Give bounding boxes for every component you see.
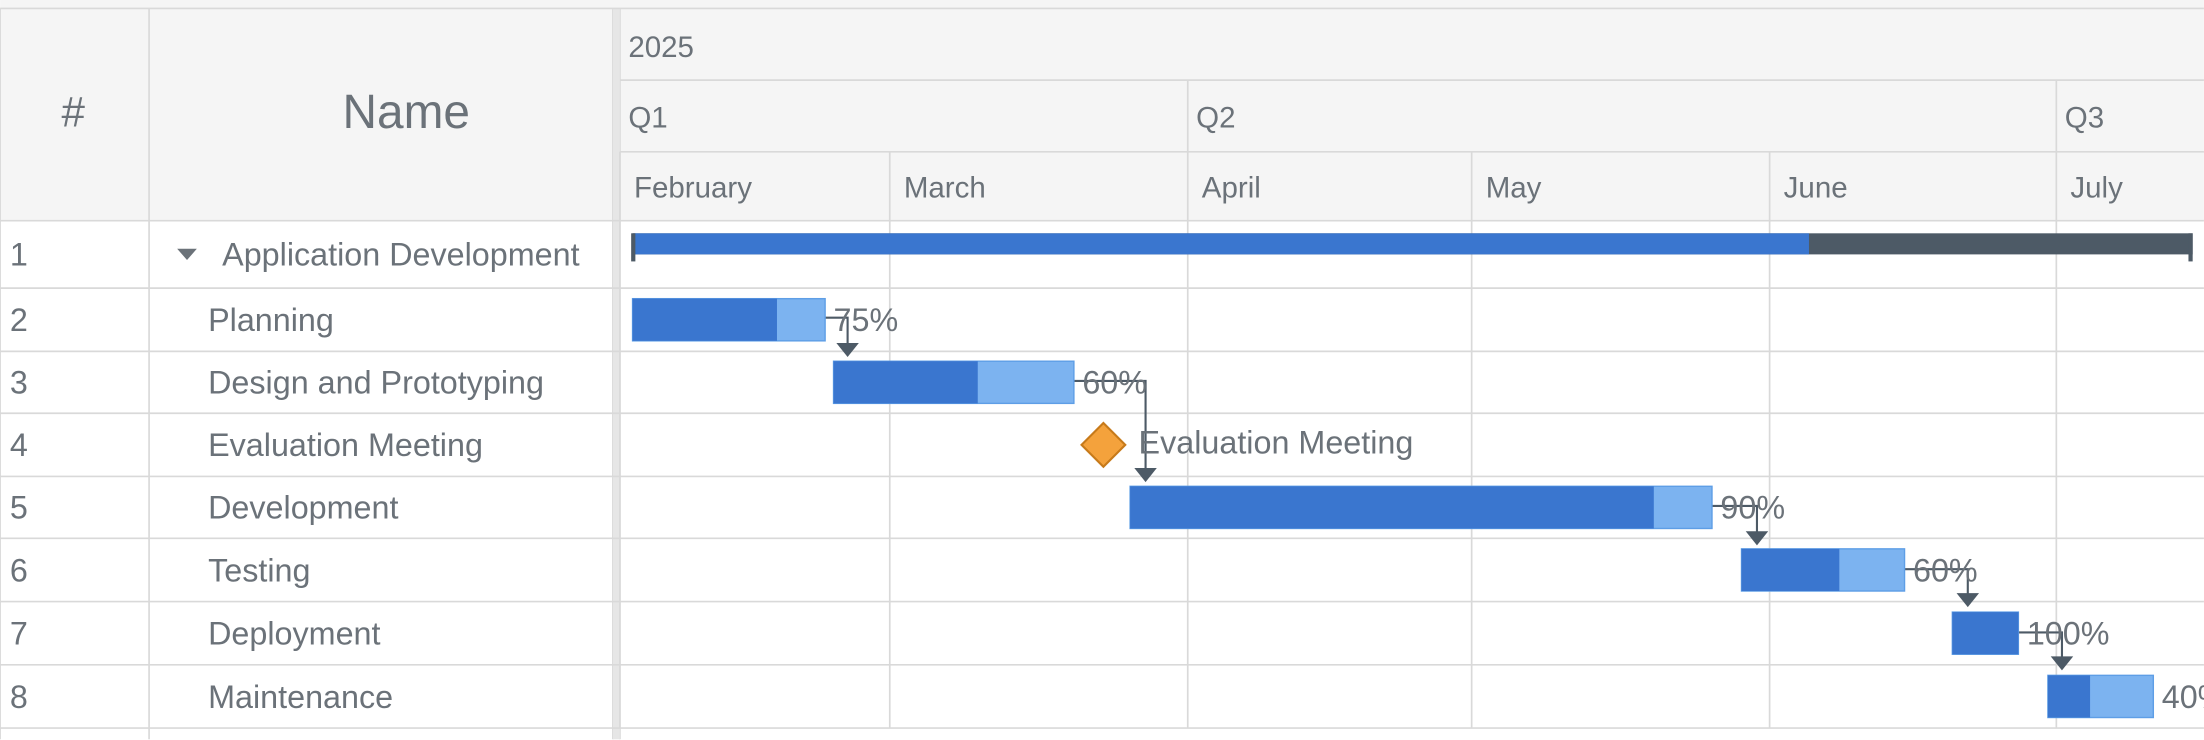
quarter-label: Q1 [628,101,667,134]
header-number: # [61,88,85,135]
task-progress [1130,486,1654,529]
task-progress [1952,612,2019,655]
row-number: 4 [10,427,28,463]
row-number: 7 [10,616,28,652]
arrow-head [836,342,859,357]
header-bg [0,0,2204,221]
progress-label: 100% [2027,616,2110,652]
year-label: 2025 [628,31,694,64]
row-name: Maintenance [208,679,393,715]
dependency-arrow [1711,504,1759,535]
summary-cap [2188,233,2193,262]
arrow-head [2050,656,2074,671]
quarter-label: Q3 [2065,101,2104,134]
header-name: Name [343,86,470,139]
month-label: April [1202,172,1261,205]
dependency-arrow [1073,379,1147,471]
row-name: Development [208,490,398,526]
milestone-label: Evaluation Meeting [1139,424,1414,460]
month-label: July [2070,172,2123,205]
row-name: Planning [208,302,334,338]
row-name: Design and Prototyping [208,365,544,401]
progress-label: 75% [834,302,899,338]
progress-label: 40% [2162,679,2204,715]
dependency-arrow [1904,568,1969,596]
task-progress [2047,675,2091,718]
summary-cap [631,233,636,262]
row-number: 6 [10,552,28,588]
summary-progress [632,233,1809,255]
arrow-head [1956,593,1980,608]
progress-label: 60% [1913,552,1978,588]
month-label: May [1486,172,1542,205]
task-progress [1741,548,1840,592]
row-name: Deployment [208,616,380,652]
task-progress [833,361,978,404]
month-label: March [904,172,986,205]
row-name: Application Development [222,237,579,273]
task-progress [632,298,777,341]
arrow-head [1134,468,1157,483]
month-label: February [634,172,752,205]
dependency-arrow [825,316,849,346]
row-number: 2 [10,302,28,338]
row-number: 1 [10,237,28,273]
arrow-head [1745,531,1769,546]
row-number: 5 [10,490,28,526]
row-number: 8 [10,679,28,715]
progress-label: 60% [1082,365,1147,401]
collapse-toggle[interactable] [177,248,197,261]
splitter [612,8,620,740]
month-label: June [1784,172,1848,205]
milestone[interactable] [1080,421,1127,469]
row-name: Testing [208,552,310,588]
quarter-label: Q2 [1196,101,1235,134]
row-number: 3 [10,365,28,401]
dependency-arrow [2018,631,2064,660]
progress-label: 90% [1720,490,1785,526]
row-name: Evaluation Meeting [208,427,483,463]
